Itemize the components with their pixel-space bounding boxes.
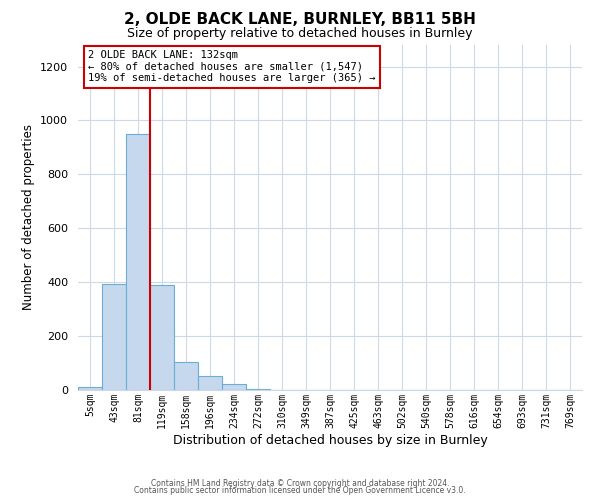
Y-axis label: Number of detached properties: Number of detached properties [22, 124, 35, 310]
Text: 2 OLDE BACK LANE: 132sqm
← 80% of detached houses are smaller (1,547)
19% of sem: 2 OLDE BACK LANE: 132sqm ← 80% of detach… [88, 50, 376, 84]
Bar [246, 388, 270, 390]
Bar [222, 384, 246, 390]
Text: Size of property relative to detached houses in Burnley: Size of property relative to detached ho… [127, 28, 473, 40]
Bar [126, 134, 150, 390]
Bar [102, 284, 126, 390]
Text: Contains HM Land Registry data © Crown copyright and database right 2024.: Contains HM Land Registry data © Crown c… [151, 478, 449, 488]
Bar [198, 376, 222, 390]
Text: 2, OLDE BACK LANE, BURNLEY, BB11 5BH: 2, OLDE BACK LANE, BURNLEY, BB11 5BH [124, 12, 476, 28]
Bar [174, 362, 198, 390]
Bar [150, 285, 174, 390]
Bar [78, 388, 102, 390]
X-axis label: Distribution of detached houses by size in Burnley: Distribution of detached houses by size … [173, 434, 487, 446]
Text: Contains public sector information licensed under the Open Government Licence v3: Contains public sector information licen… [134, 486, 466, 495]
